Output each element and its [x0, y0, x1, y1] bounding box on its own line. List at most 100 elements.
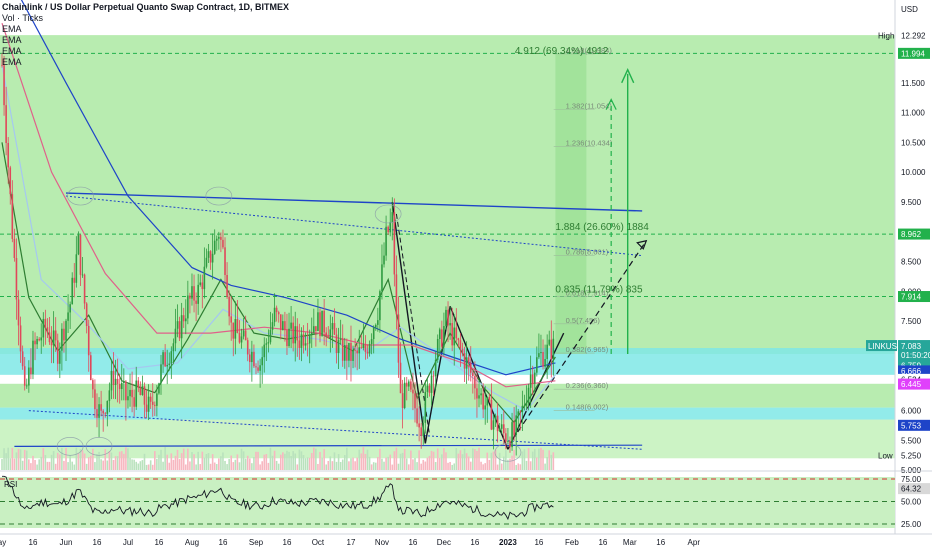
x-tick-label: ay: [0, 538, 6, 547]
x-tick-label: Mar: [623, 538, 637, 547]
swing-highlight-circle: [67, 186, 94, 206]
candle-body: [207, 251, 210, 258]
volume-bar: [385, 457, 387, 470]
volume-bar: [104, 449, 107, 470]
volume-bar: [230, 455, 233, 470]
volume-bar: [416, 462, 418, 470]
candle-body: [255, 366, 257, 368]
volume-bar: [123, 453, 125, 470]
candle-body: [11, 194, 14, 239]
volume-bar: [143, 453, 146, 470]
volume-bar: [379, 448, 381, 470]
candle-body: [265, 343, 268, 345]
pattern-line: [507, 332, 565, 450]
candle-body: [3, 65, 5, 106]
candle-body: [102, 410, 104, 414]
volume-bar: [131, 459, 133, 470]
candle-body: [428, 385, 431, 393]
volume-bar: [187, 448, 189, 470]
candle-body: [9, 167, 12, 195]
volume-bar: [110, 452, 113, 470]
candle-body: [44, 318, 47, 328]
candle-body: [13, 238, 16, 258]
candle-body: [184, 318, 187, 322]
volume-bar: [263, 454, 266, 470]
volume-bar: [290, 456, 292, 470]
candle-body: [100, 404, 102, 411]
ema-indicator-label[interactable]: EMA: [2, 24, 22, 34]
volume-bar: [381, 458, 383, 470]
candle-body: [300, 334, 303, 348]
candle-body: [25, 385, 28, 387]
ema-indicator-label[interactable]: EMA: [2, 57, 22, 67]
volume-bar: [372, 462, 375, 470]
candle-body: [461, 348, 464, 354]
candle-body: [509, 440, 511, 448]
volume-bar: [220, 456, 222, 470]
target-arrowhead: [621, 68, 635, 84]
fib-level-label: 0.148(6.002): [566, 402, 609, 411]
candle-body: [21, 351, 24, 367]
candle-body: [552, 338, 555, 360]
volume-bar: [323, 449, 325, 470]
candle-body: [52, 330, 55, 346]
volume-bar: [135, 461, 138, 470]
volume-bar: [195, 464, 197, 470]
volume-bar: [383, 461, 385, 470]
volume-bar: [48, 461, 51, 470]
candle-body: [290, 322, 292, 329]
ema-indicator-label[interactable]: EMA: [2, 46, 22, 56]
candle-body: [529, 374, 532, 388]
volume-bar: [108, 451, 111, 470]
volume-bar: [56, 452, 59, 470]
candle-body: [5, 105, 7, 143]
volume-bar: [137, 463, 140, 470]
green-band: [0, 35, 895, 354]
volume-bar: [118, 451, 121, 470]
volume-bar: [232, 462, 235, 470]
volume-bar: [335, 461, 338, 470]
candle-body: [170, 351, 173, 364]
volume-bar: [92, 448, 94, 470]
volume-bar: [207, 453, 210, 470]
measurement-label: 1.884 (26.60%) 1884: [555, 222, 649, 233]
volume-bar: [461, 454, 464, 470]
x-tick-label: Sep: [249, 538, 264, 547]
candle-body: [455, 327, 458, 339]
volume-bar: [71, 461, 74, 470]
candle-body: [133, 397, 135, 407]
volume-bar: [273, 450, 276, 470]
volume-bar: [484, 463, 487, 470]
candle-body: [176, 321, 179, 329]
volume-bar: [5, 453, 7, 470]
candle-body: [71, 277, 74, 305]
volume-bar: [441, 454, 443, 470]
ema-indicator-label[interactable]: EMA: [2, 35, 22, 45]
volume-bar: [302, 454, 305, 470]
candle-body: [325, 332, 328, 337]
price-tag: [898, 228, 930, 240]
price-tag: [898, 47, 930, 59]
swing-highlight-circle: [374, 204, 402, 224]
volume-bar: [168, 462, 171, 470]
candle-body: [476, 388, 478, 399]
candle-body: [244, 330, 247, 341]
candle-body: [447, 309, 449, 326]
candle-body: [65, 320, 67, 341]
rsi-tick-label: 50.00: [901, 498, 922, 507]
candle-body: [374, 324, 377, 328]
projection-dashed-arrow: [511, 240, 647, 441]
candle-body: [36, 338, 38, 345]
volume-bar: [498, 452, 501, 470]
volume-bar: [405, 458, 408, 470]
volume-indicator-label[interactable]: Vol · Ticks: [2, 13, 44, 23]
volume-bar: [100, 459, 102, 470]
candle-body: [139, 387, 142, 395]
volume-bar: [288, 451, 290, 470]
candle-body: [118, 383, 121, 390]
volume-bar: [261, 461, 263, 470]
volume-bar: [28, 459, 30, 470]
candle-body: [399, 362, 402, 394]
candle-body: [114, 378, 117, 386]
